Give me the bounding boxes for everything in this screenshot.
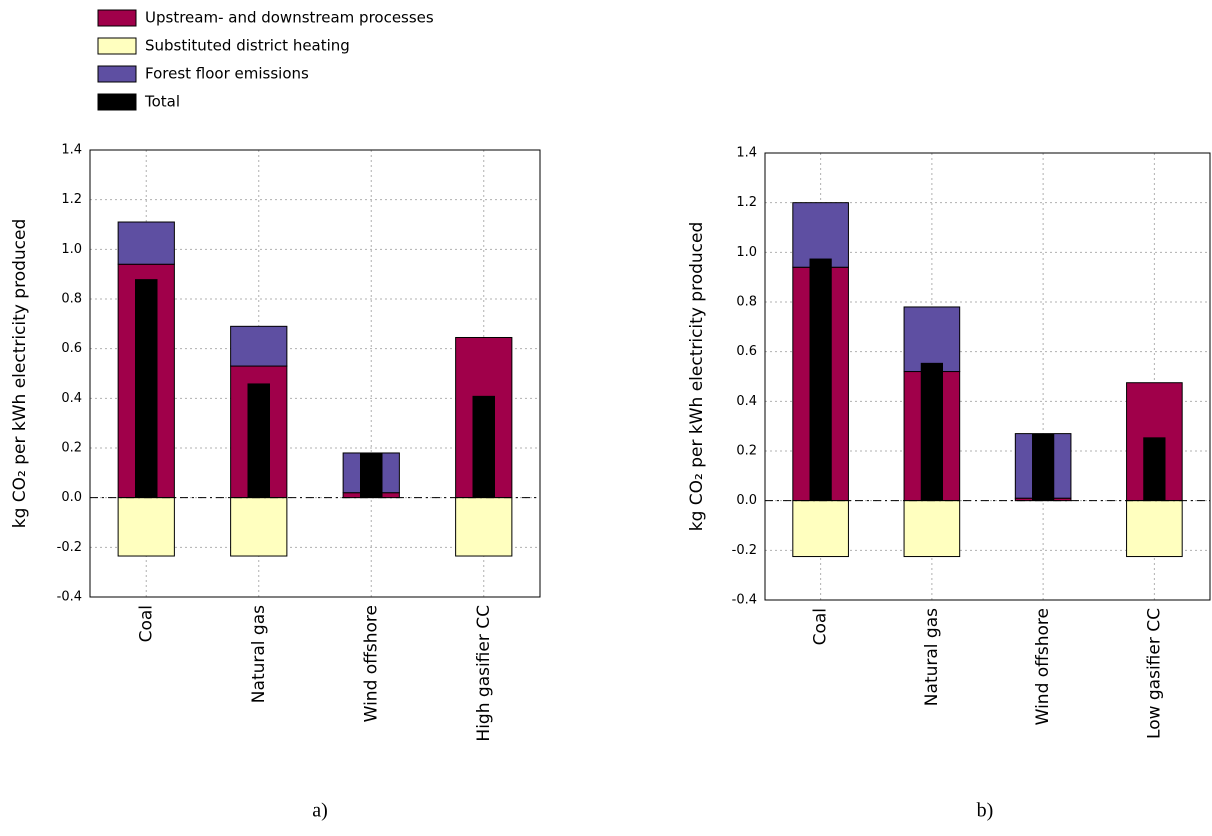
y-tick-label: 0.0 — [736, 493, 757, 508]
legend-label: Substituted district heating — [145, 37, 350, 55]
x-tick-label: Wind offshore — [361, 605, 381, 722]
x-tick-label: Coal — [136, 605, 156, 642]
x-tick-label: Natural gas — [249, 605, 269, 703]
legend-swatch — [97, 9, 137, 27]
total-bar — [1143, 437, 1166, 501]
caption: a) — [312, 800, 328, 822]
total-bar — [472, 395, 495, 498]
y-tick-label: 1.2 — [61, 192, 82, 207]
x-tick-label: High gasifier CC — [474, 605, 494, 742]
total-bar — [360, 452, 383, 498]
y-tick-label: 1.4 — [61, 143, 82, 158]
y-tick-label: -0.2 — [732, 543, 757, 558]
legend-label: Upstream- and downstream processes — [145, 9, 434, 27]
legend-swatch — [97, 93, 137, 111]
plot-frame — [89, 149, 541, 598]
y-tick-label: 0.8 — [61, 292, 82, 307]
bar-segment — [903, 500, 961, 558]
y-tick-label: 0.6 — [61, 341, 82, 356]
y-tick-label: 1.4 — [736, 146, 757, 161]
y-tick-label: 0.8 — [736, 295, 757, 310]
total-bar — [135, 279, 158, 498]
x-tick-label: Wind offshore — [1033, 608, 1053, 725]
y-axis-label: kg CO₂ per kWh electricity produced — [10, 219, 30, 529]
y-tick-label: -0.4 — [732, 593, 757, 608]
plot-frame — [764, 152, 1211, 601]
bar-segment — [117, 497, 175, 557]
legend-swatch — [97, 65, 137, 83]
total-bar — [1032, 433, 1055, 501]
caption: b) — [977, 800, 994, 822]
y-tick-label: 0.6 — [736, 344, 757, 359]
y-tick-label: 0.4 — [61, 391, 82, 406]
y-tick-label: 1.0 — [736, 245, 757, 260]
bar-segment — [230, 497, 288, 557]
y-tick-label: -0.4 — [57, 590, 82, 605]
bar-segment — [792, 202, 849, 268]
bar-segment — [903, 306, 961, 373]
y-tick-label: 1.2 — [736, 195, 757, 210]
total-bar — [247, 383, 270, 498]
y-tick-label: 0.4 — [736, 394, 757, 409]
bar-segment — [230, 325, 288, 367]
legend-swatch — [97, 37, 137, 55]
y-tick-label: -0.2 — [57, 540, 82, 555]
bar-segment — [1126, 500, 1183, 558]
y-tick-label: 0.0 — [61, 490, 82, 505]
bar-segment — [455, 497, 513, 557]
y-tick-label: 1.0 — [61, 242, 82, 257]
x-tick-label: Coal — [811, 608, 831, 645]
x-tick-label: Natural gas — [922, 608, 942, 706]
legend-label: Total — [144, 93, 180, 111]
y-axis-label: kg CO₂ per kWh electricity produced — [687, 222, 707, 532]
x-tick-label: Low gasifier CC — [1144, 608, 1164, 739]
bar-segment — [117, 221, 175, 265]
total-bar — [809, 258, 832, 501]
y-tick-label: 0.2 — [736, 444, 757, 459]
legend-label: Forest floor emissions — [145, 65, 309, 83]
bar-segment — [792, 500, 849, 558]
y-tick-label: 0.2 — [61, 441, 82, 456]
total-bar — [920, 362, 943, 501]
